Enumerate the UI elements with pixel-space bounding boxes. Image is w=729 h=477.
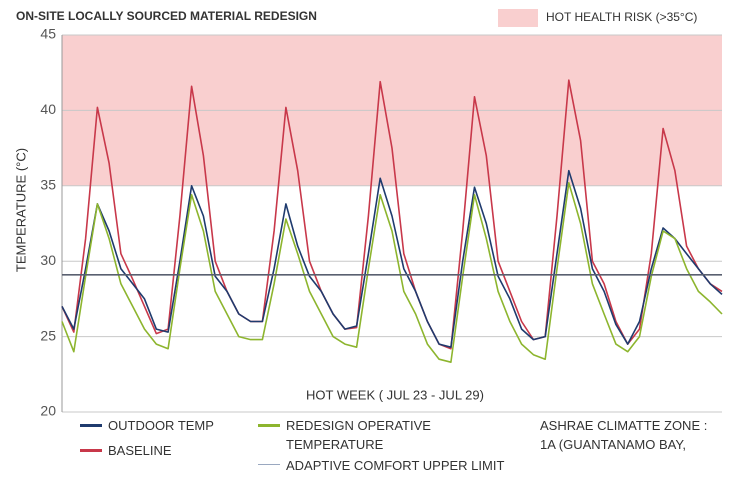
legend-label: ADAPTIVE COMFORT UPPER LIMIT <box>286 458 505 473</box>
annotation-line: ASHRAE CLIMATTE ZONE : <box>540 418 708 433</box>
legend-label: BASELINE <box>108 443 172 458</box>
band-legend-swatch <box>498 9 538 27</box>
chart-title: ON-SITE LOCALLY SOURCED MATERIAL REDESIG… <box>16 9 317 23</box>
x-axis-label: HOT WEEK ( JUL 23 - JUL 29) <box>306 387 484 402</box>
y-tick-label: 40 <box>40 101 56 117</box>
y-tick-label: 20 <box>40 403 56 419</box>
y-tick-label: 35 <box>40 177 56 193</box>
annotation-line: 1A (GUANTANAMO BAY, <box>540 437 686 452</box>
legend-label: REDESIGN OPERATIVE TEMPERATURE <box>286 418 431 452</box>
y-axis-label: TEMPERATURE (°C) <box>13 148 28 272</box>
band-legend-label: HOT HEALTH RISK (>35°C) <box>546 10 697 24</box>
series-line <box>61 169 723 348</box>
y-tick-label: 30 <box>40 252 56 268</box>
legend-label: OUTDOOR TEMP <box>108 418 214 433</box>
annotation: ASHRAE CLIMATTE ZONE : 1A (GUANTANAMO BA… <box>540 416 707 454</box>
legend-swatch <box>80 424 102 427</box>
series-line <box>61 79 723 350</box>
legend-swatch <box>258 424 280 427</box>
legend-swatch <box>80 449 102 452</box>
series-line <box>61 182 723 363</box>
y-tick-label: 45 <box>40 26 56 42</box>
legend-swatch <box>258 464 280 465</box>
y-tick-label: 25 <box>40 327 56 343</box>
